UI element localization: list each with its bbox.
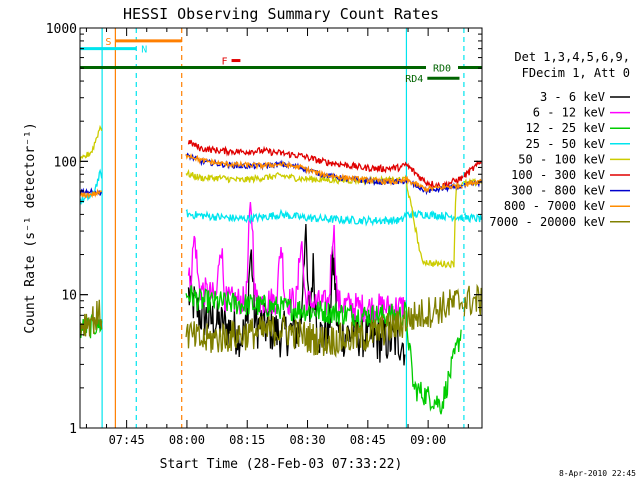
y-tick-label-0: 1 bbox=[69, 422, 77, 437]
x-tick-label-5: 09:00 bbox=[410, 433, 446, 447]
legend-header-2: FDecim 1, Att 0 bbox=[522, 66, 630, 80]
x-axis-ticks: 07:45 08:00 08:15 08:30 08:45 09:00 bbox=[85, 28, 469, 447]
x-tick-label-1: 08:00 bbox=[169, 433, 205, 447]
plot-frame bbox=[79, 27, 483, 429]
legend-label-4: 50 - 100 keV bbox=[518, 152, 605, 166]
footer-timestamp: 8-Apr-2010 22:45 bbox=[559, 469, 636, 478]
legend-header-1: Det 1,3,4,5,6,9, bbox=[514, 50, 630, 64]
series-line-1 bbox=[187, 201, 406, 323]
legend-label-8: 7000 - 20000 keV bbox=[489, 215, 605, 229]
flag-label-2: F bbox=[222, 57, 228, 68]
chart-title: HESSI Observing Summary Count Rates bbox=[123, 5, 439, 23]
y-axis-title: Count Rate (s⁻¹ detector⁻¹) bbox=[23, 122, 38, 333]
x-tick-label-3: 08:30 bbox=[289, 433, 325, 447]
legend-label-5: 100 - 300 keV bbox=[511, 168, 605, 182]
y-axis-ticks: 1 10 100 1000 bbox=[46, 22, 482, 437]
legend-label-0: 3 - 6 keV bbox=[540, 90, 605, 104]
series-layer bbox=[80, 124, 482, 415]
series-line-5 bbox=[187, 139, 482, 191]
x-axis-title: Start Time (28-Feb-03 07:33:22) bbox=[160, 457, 403, 472]
flag-label-4: RD4 bbox=[405, 74, 423, 85]
y-tick-label-3: 1000 bbox=[46, 22, 77, 37]
legend-label-1: 6 - 12 keV bbox=[533, 106, 605, 120]
series-line-0 bbox=[187, 223, 406, 366]
vertical-markers bbox=[101, 28, 465, 428]
flag-label-3: RD0 bbox=[433, 64, 451, 75]
flag-label-0: S bbox=[105, 37, 111, 48]
series-line-3 bbox=[80, 168, 482, 227]
x-tick-label-4: 08:45 bbox=[350, 433, 386, 447]
legend-label-2: 12 - 25 keV bbox=[526, 121, 605, 135]
y-tick-label-1: 10 bbox=[61, 289, 77, 304]
x-tick-label-0: 07:45 bbox=[109, 433, 145, 447]
legend-label-6: 300 - 800 keV bbox=[511, 184, 605, 198]
legend-label-7: 800 - 7000 keV bbox=[504, 199, 605, 213]
flag-label-1: N bbox=[141, 45, 147, 56]
series-line-8 bbox=[80, 283, 482, 359]
flags-layer: S N F RD0 RD4 bbox=[80, 37, 482, 85]
legend: Det 1,3,4,5,6,9, FDecim 1, Att 0 3 - 6 k… bbox=[489, 50, 630, 229]
y-tick-label-2: 100 bbox=[54, 155, 77, 170]
legend-label-3: 25 - 50 keV bbox=[526, 137, 605, 151]
x-tick-label-2: 08:15 bbox=[229, 433, 265, 447]
